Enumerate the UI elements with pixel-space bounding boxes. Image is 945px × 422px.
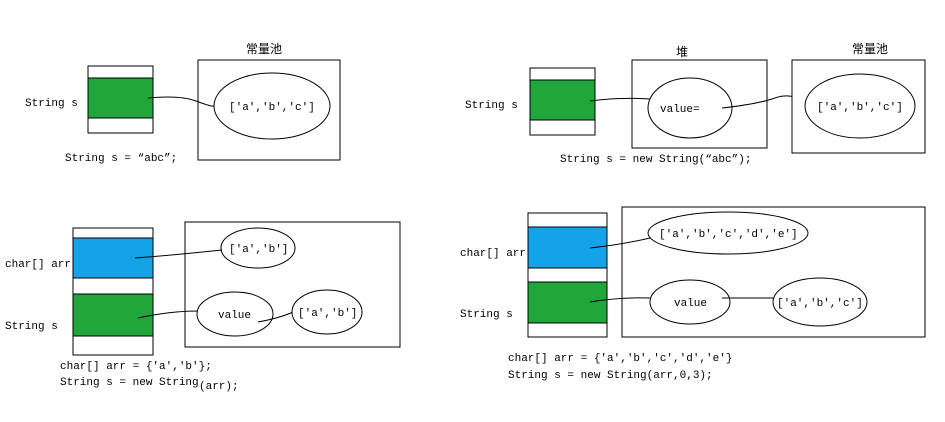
- literal-reference-line: [147, 96, 215, 107]
- range-var-label: String s: [460, 309, 513, 321]
- new-string-heap-value: value=: [660, 104, 700, 116]
- literal-pool-value: ['a','b','c']: [229, 102, 315, 114]
- char-array-arr-label: char[] arr: [5, 259, 71, 271]
- range-arr-label: char[] arr: [460, 248, 526, 260]
- char-array-arr-object: [220, 227, 296, 269]
- new-string-pool-value: ['a','b','c']: [817, 102, 903, 114]
- char-array-copy-value: ['a','b']: [298, 308, 357, 320]
- char-array-range-diagram: char[] arr String s ['a','b','c','d','e'…: [460, 206, 926, 382]
- new-string-code: String s = new String(“abc”);: [560, 154, 751, 166]
- range-copy-object: [772, 277, 868, 327]
- range-arr-value: ['a','b','c','d','e']: [659, 229, 798, 241]
- range-copy-value: ['a','b','c']: [777, 298, 863, 310]
- range-arr-object: [647, 211, 809, 255]
- new-string-heap-object: [647, 77, 733, 139]
- char-array-s-reference-line: [137, 310, 199, 319]
- range-value-label: value: [674, 298, 707, 310]
- literal-diagram: String s 常量池 ['a','b','c'] String s = “a…: [25, 42, 341, 165]
- range-string-object: [649, 279, 731, 325]
- new-string-stack-slot-s: [529, 79, 596, 121]
- range-code-line1: char[] arr = {'a','b','c','d','e'}: [508, 353, 732, 365]
- range-code-line2: String s = new String(arr,0,3);: [508, 370, 713, 382]
- char-array-diagram: char[] arr String s ['a','b'] value ['a'…: [5, 221, 401, 393]
- new-string-pool-object: [804, 73, 916, 139]
- char-array-var-label: String s: [5, 321, 58, 333]
- char-array-value-to-copy-line: [257, 311, 294, 323]
- range-arr-reference-line: [589, 237, 651, 249]
- char-array-stack-slot-s: [72, 293, 154, 337]
- char-array-string-object: [196, 291, 274, 337]
- char-array-value-label: value: [218, 310, 251, 322]
- char-array-code-line2-end: (arr);: [199, 381, 239, 393]
- range-s-reference-line: [589, 297, 651, 303]
- literal-stack-slot-s: [87, 77, 154, 119]
- new-string-heap-title: 堆: [676, 45, 688, 59]
- literal-pool-title: 常量池: [246, 42, 282, 56]
- new-string-diagram: String s 堆 value= 常量池 ['a','b','c'] Stri…: [465, 42, 926, 166]
- char-array-code-line2-start: String s = new String: [60, 377, 199, 389]
- new-string-pool-title: 常量池: [852, 42, 888, 56]
- char-array-arr-reference-line: [134, 249, 223, 259]
- char-array-arr-value: ['a','b']: [229, 244, 288, 256]
- char-array-code-line1: char[] arr = {'a','b'};: [60, 361, 212, 373]
- literal-code: String s = “abc”;: [65, 153, 177, 165]
- new-string-stack-to-heap-line: [589, 97, 651, 102]
- range-stack-slot-s: [527, 281, 608, 324]
- new-string-var-label: String s: [465, 100, 518, 112]
- literal-var-label: String s: [25, 98, 78, 110]
- char-array-copy-object: [291, 289, 363, 335]
